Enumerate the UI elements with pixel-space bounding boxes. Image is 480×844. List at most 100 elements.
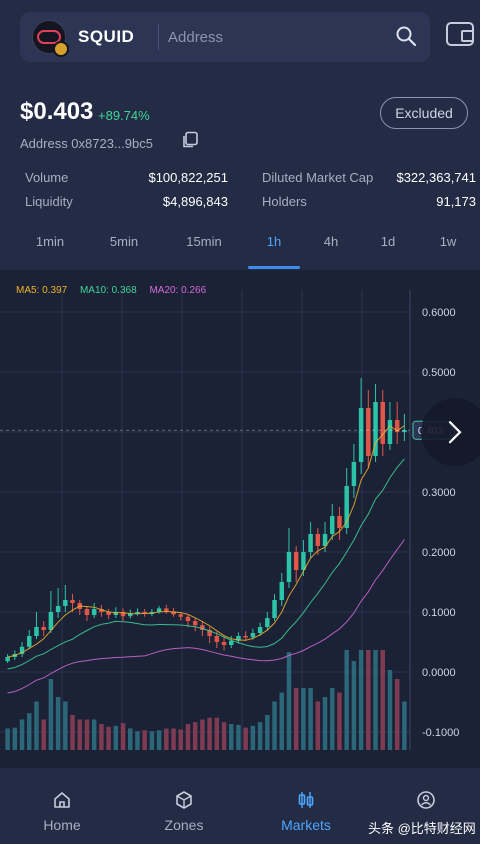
search-icon[interactable] [395,25,417,47]
volume-bar [394,679,400,750]
candle-body [48,612,54,630]
candle-body [113,612,119,615]
candle-body [293,552,299,570]
y-tick-label: -0.1000 [422,727,459,739]
address-search-input[interactable] [168,23,388,51]
volume-bar [337,692,342,750]
volume-bar [63,701,68,750]
volume-bar [250,725,256,750]
next-arrow-button [421,398,480,467]
candle-body [70,600,75,603]
candle-body [265,618,270,627]
top-search-bar: SQUID [20,12,430,62]
nav-home[interactable]: Home [2,768,122,844]
volume-bar [366,650,371,750]
candle-body [330,516,335,534]
volume-bar [286,652,292,750]
volume-bar [185,724,191,750]
candle-body [308,534,313,552]
y-tick-label: 0.2000 [422,547,456,559]
volume-bar [156,730,162,750]
excluded-button[interactable]: Excluded [380,97,468,129]
nav-zones-label: Zones [164,817,204,833]
volume-bar [358,650,364,750]
candlestick-chart[interactable]: 0.60000.50000.40000.30000.20000.10000.00… [0,270,480,768]
chevron-right-icon [448,421,462,444]
candle-body [322,534,328,546]
tab-4h[interactable]: 4h [323,234,339,249]
volume-bar [265,715,270,750]
volume-bar [373,650,378,750]
watermark: 头条 @比特财经网 [368,821,476,836]
bnb-coin-icon [53,41,69,57]
nav-my[interactable] [366,768,480,844]
volume-bar [120,723,126,750]
volume-bar [164,728,169,750]
volume-bar [236,724,241,750]
tab-5min[interactable]: 5min [109,234,139,249]
candle-body [192,621,198,626]
nav-markets[interactable]: Markets [246,768,366,844]
candle-body [373,402,378,456]
token-name[interactable]: SQUID [78,27,135,46]
candle-body [344,486,349,528]
logo-ring-icon [37,30,61,44]
tab-1h[interactable]: 1h [266,234,282,249]
volume-bar [5,728,10,750]
bottom-navigation: Home Zones Markets [0,768,480,844]
y-tick-label: 0.1000 [422,607,456,619]
candle-body [250,633,256,638]
token-logo[interactable] [32,20,69,57]
tab-1min[interactable]: 1min [35,234,65,249]
volume-bar [272,701,277,750]
volume-bar [41,719,46,750]
volume-bar [351,661,357,750]
volume-bar [48,679,54,750]
candle-body [27,636,32,647]
candle-body [156,608,162,612]
candle-body [185,616,191,621]
volume-bar [279,692,284,750]
nav-zones[interactable]: Zones [124,768,244,844]
candle-body [301,552,306,570]
volume-bar [402,701,407,750]
tab-1w[interactable]: 1w [439,234,457,249]
volume-bar [113,725,119,750]
volume-bar [70,715,75,750]
candle-body [91,609,97,615]
ma5-line [7,425,405,658]
y-tick-label: 0.3000 [422,487,456,499]
volume-bar [315,701,321,750]
candle-body [236,636,241,641]
volume-bar [27,713,32,750]
candle-body [394,420,400,432]
ma20-label: MA20: 0.266 [149,285,207,296]
tab-15min[interactable]: 15min [186,234,222,249]
price-chart[interactable]: 0.60000.50000.40000.30000.20000.10000.00… [0,270,480,768]
volume-bar [207,717,212,750]
ma10-line [7,458,405,670]
candle-body [286,552,292,582]
tab-1d[interactable]: 1d [380,234,396,249]
candle-body [229,640,234,645]
candle-body [120,612,126,617]
candle-body [63,600,68,606]
active-tab-indicator [248,266,300,269]
candle-body [366,408,371,456]
liquidity-label: Liquidity [25,194,73,209]
volume-bar [135,731,140,750]
candle-body [214,636,220,642]
volume-label: Volume [25,170,69,185]
candle-body [358,408,364,462]
ma20-line [7,539,405,694]
volume-bar [380,650,385,750]
volume-bar [293,688,299,750]
copy-icon[interactable] [181,131,199,149]
volume-bar [91,719,97,750]
ma10-label: MA10: 0.368 [79,285,137,296]
ma5-label: MA5: 0.397 [16,285,68,296]
wallet-icon[interactable] [446,22,474,46]
volume-bar [178,729,183,750]
candle-body [135,612,140,614]
candle-body [106,612,111,615]
